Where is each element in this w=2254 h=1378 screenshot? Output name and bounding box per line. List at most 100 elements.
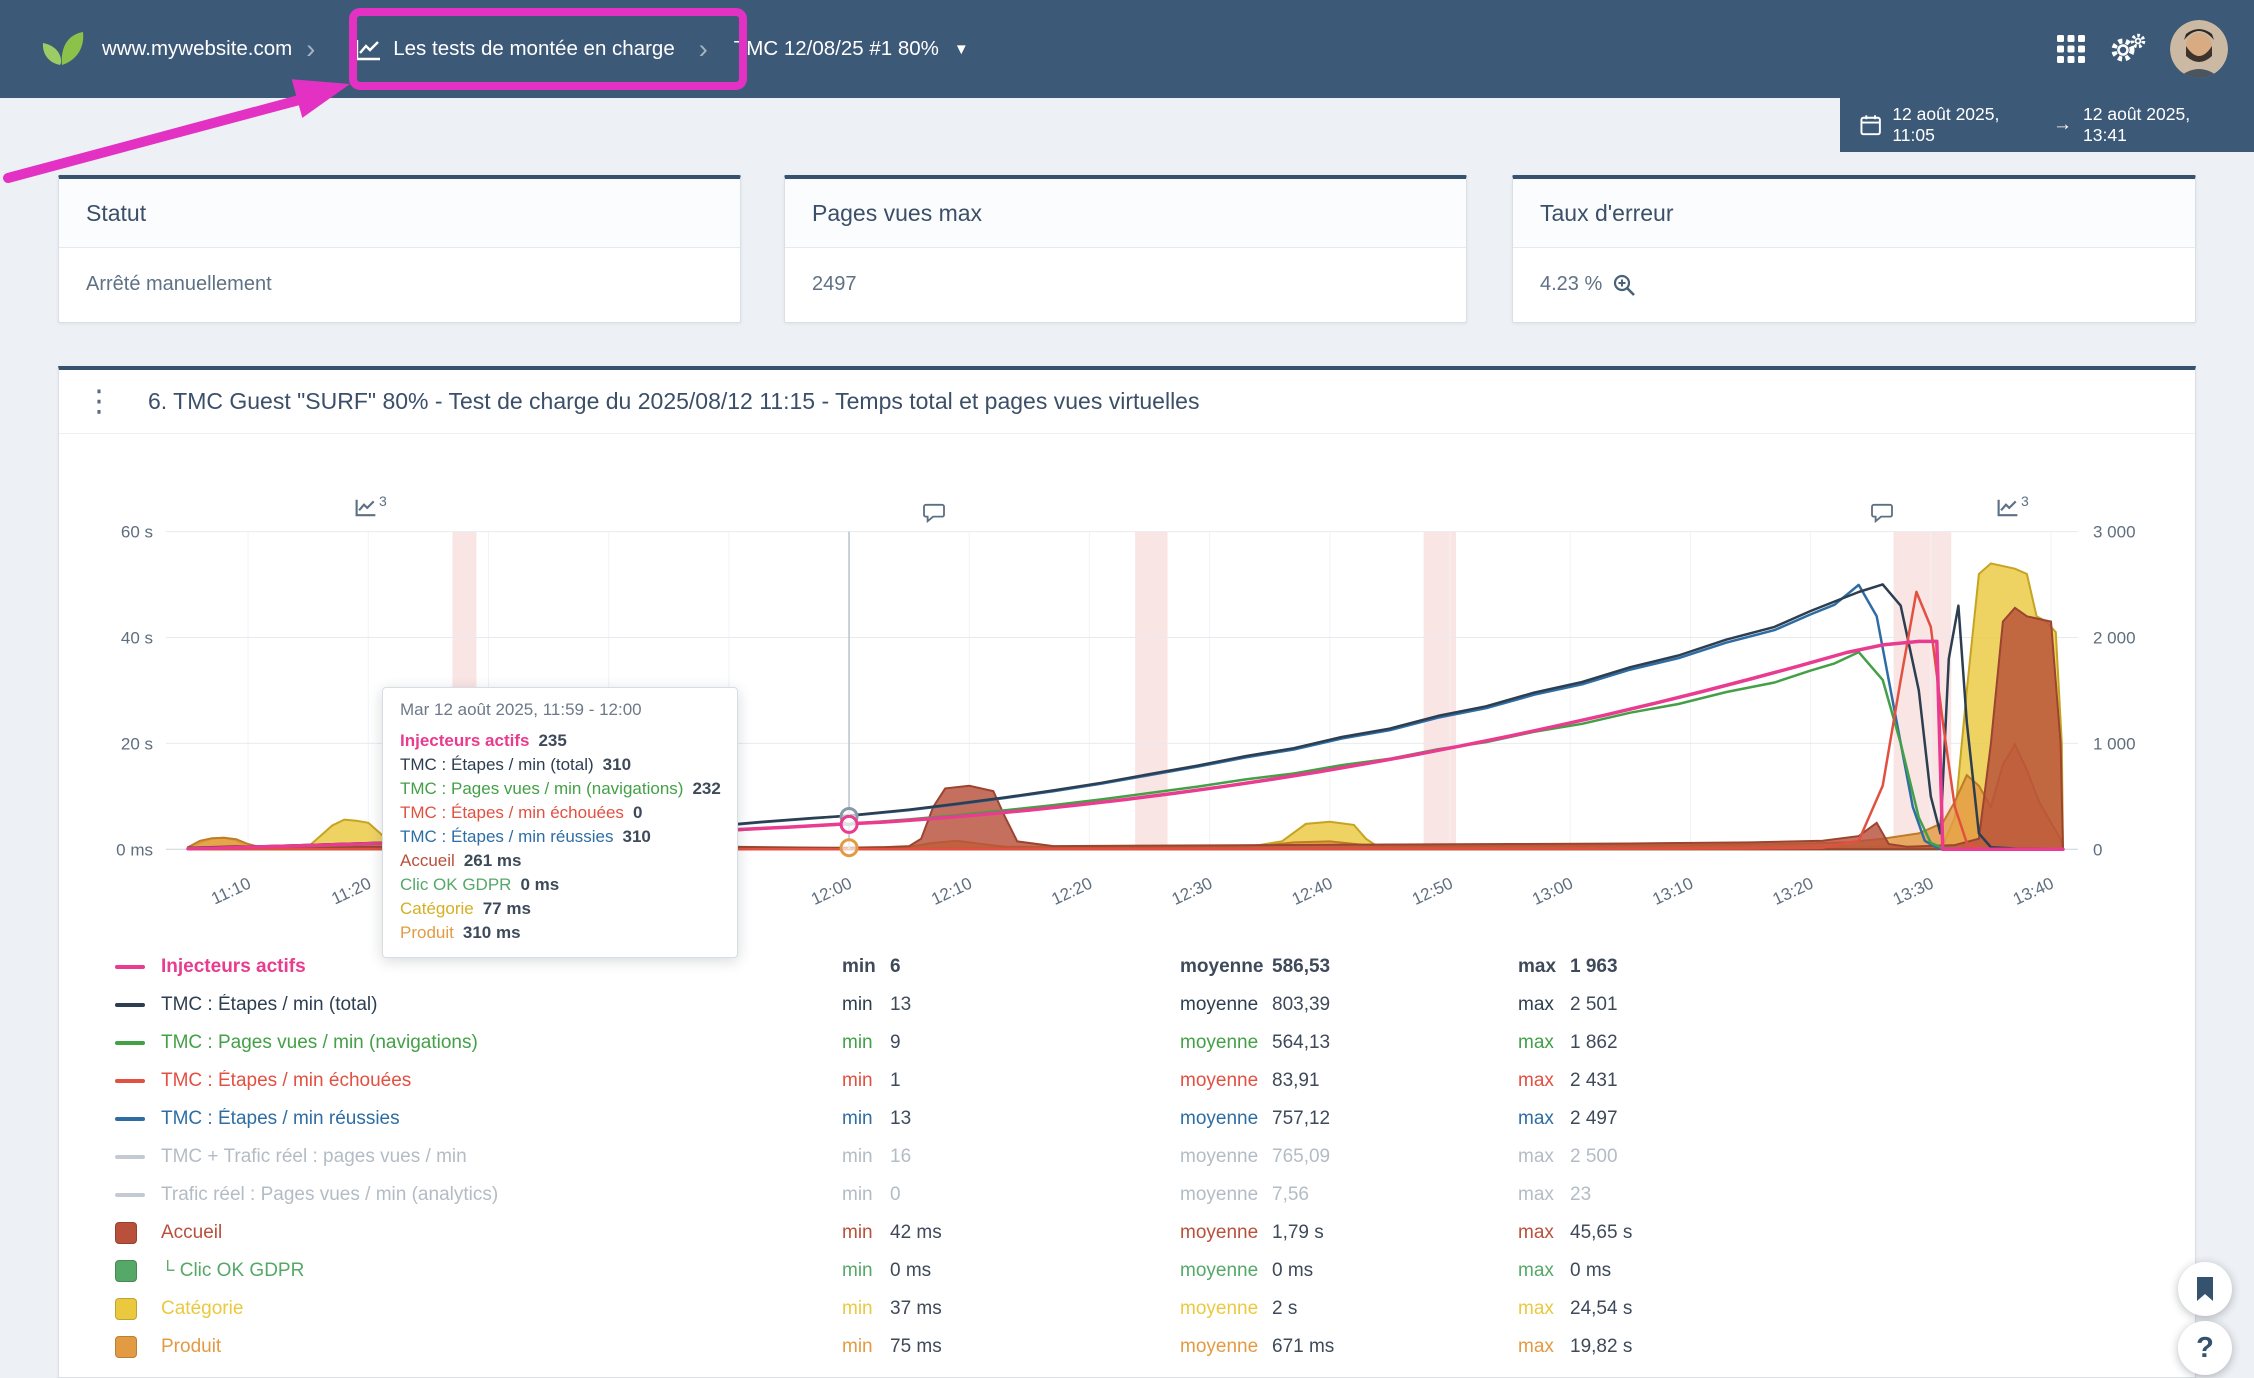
x-axis-label: 13:10 — [1650, 874, 1697, 909]
help-button[interactable]: ? — [2178, 1321, 2232, 1375]
series-label: TMC : Étapes / min (total) — [161, 994, 378, 1015]
stat-moyenne: moyenne 803,39 — [1180, 994, 1331, 1015]
x-axis-label: 13:20 — [1770, 874, 1817, 909]
y-axis-label-right: 3 000 — [2093, 523, 2136, 542]
tooltip-row: Injecteurs actifs 235 — [400, 729, 720, 753]
help-label: ? — [2196, 1331, 2214, 1364]
stat-max: max 1 963 — [1518, 956, 1618, 977]
legend-row[interactable]: TMC : Étapes / min réussies min 13 moyenne 7… — [59, 1100, 2195, 1138]
annotation-comment-marker[interactable] — [923, 503, 945, 523]
legend-row[interactable]: Catégorie min 37 ms moyenne 2 s max 24,54 s — [59, 1290, 2195, 1328]
calendar-icon — [1860, 115, 1881, 136]
legend-row[interactable]: TMC : Étapes / min (total) min 13 moyenne 80… — [59, 986, 2195, 1024]
nav-item-load-tests[interactable]: Les tests de montée en charge — [345, 23, 685, 75]
breadcrumb-site[interactable]: www.mywebsite.com — [102, 37, 293, 60]
hover-marker — [839, 838, 859, 858]
x-axis-label: 12:30 — [1169, 874, 1216, 909]
stat-min: min 13 — [842, 1108, 912, 1129]
series-swatch — [115, 1079, 145, 1083]
tooltip-row: TMC : Étapes / min échouées 0 — [400, 801, 720, 825]
stat-moyenne: moyenne 1,79 s — [1180, 1222, 1324, 1243]
series-label: Injecteurs actifs — [161, 956, 306, 977]
series-legend: Injecteurs actifs min 6 moyenne 586,53 max 1 9… — [59, 948, 2195, 1366]
legend-row[interactable]: TMC + Trafic réel : pages vues / min min 1… — [59, 1138, 2195, 1176]
stat-moyenne: moyenne 7,56 — [1180, 1184, 1309, 1205]
user-avatar[interactable] — [2170, 20, 2228, 78]
nav-item-label: Les tests de montée en charge — [393, 37, 675, 60]
stat-min: min 42 ms — [842, 1222, 942, 1243]
y-axis-label-left: 0 ms — [116, 840, 153, 859]
annotation-chart-marker[interactable]: 3 — [355, 493, 387, 517]
tooltip-series-label: Clic OK GDPR — [400, 875, 512, 894]
legend-row[interactable]: TMC : Étapes / min échouées min 1 moyenne 83… — [59, 1062, 2195, 1100]
tooltip-series-value: 261 ms — [463, 851, 522, 870]
chart-tooltip: Mar 12 août 2025, 11:59 - 12:00 Injecteu… — [382, 687, 738, 958]
stat-min: min 1 — [842, 1070, 901, 1091]
bookmark-icon — [2197, 1277, 2213, 1301]
annotation-comment-marker[interactable] — [1871, 503, 1893, 523]
y-axis-label-left: 40 s — [121, 629, 153, 648]
tooltip-series-value: 235 — [538, 731, 567, 750]
series-swatch — [115, 1155, 145, 1159]
annotation-arrow — [3, 94, 308, 183]
series-label: TMC : Étapes / min échouées — [161, 1070, 412, 1091]
annotation-chart-marker[interactable]: 3 — [1997, 493, 2029, 517]
load-test-chart[interactable]: 11:1011:2011:3011:4011:5012:0012:1012:20… — [59, 460, 2197, 940]
series-label: TMC : Étapes / min réussies — [161, 1108, 400, 1129]
tooltip-header: Mar 12 août 2025, 11:59 - 12:00 — [400, 700, 642, 719]
stat-moyenne: moyenne 83,91 — [1180, 1070, 1320, 1091]
date-end: 12 août 2025, 13:41 — [2083, 104, 2191, 145]
series-label: Trafic réel : Pages vues / min (analytic… — [161, 1184, 499, 1205]
x-axis-label: 12:10 — [928, 874, 975, 909]
tooltip-series-value: 0 ms — [520, 875, 560, 894]
bookmark-button[interactable] — [2178, 1262, 2232, 1316]
legend-row[interactable]: Accueil min 42 ms moyenne 1,79 s max 45,65 s — [59, 1214, 2195, 1252]
stat-max: max 0 ms — [1518, 1260, 1612, 1281]
stat-moyenne: moyenne 757,12 — [1180, 1108, 1331, 1129]
series-label: TMC : Pages vues / min (navigations) — [161, 1032, 478, 1053]
zoom-in-icon[interactable] — [1612, 273, 1636, 297]
card-title: Pages vues max — [785, 179, 1466, 248]
tooltip-row: TMC : Pages vues / min (navigations) 232 — [400, 777, 721, 801]
legend-row[interactable]: Produit min 75 ms moyenne 671 ms max 19,82 s — [59, 1328, 2195, 1366]
card-pages-vues-max: Pages vues max 2497 — [784, 175, 1467, 323]
legend-row[interactable]: Trafic réel : Pages vues / min (analytic… — [59, 1176, 2195, 1214]
hover-marker — [839, 814, 859, 834]
app-logo[interactable] — [38, 25, 86, 73]
tooltip-series-label: Produit — [400, 923, 454, 942]
legend-row[interactable]: Injecteurs actifs min 6 moyenne 586,53 max 1 9… — [59, 948, 2195, 986]
stat-max: max 45,65 s — [1518, 1222, 1633, 1243]
stat-moyenne: moyenne 671 ms — [1180, 1336, 1335, 1357]
arrow-right-icon: → — [2053, 114, 2073, 135]
stat-moyenne: moyenne 586,53 — [1180, 956, 1331, 977]
date-range-picker[interactable]: 12 août 2025, 11:05 → 12 août 2025, 13:4… — [1840, 98, 2254, 152]
speech-bubble-icon — [923, 503, 945, 523]
card-title: Statut — [59, 179, 740, 248]
x-axis-label: 13:30 — [1890, 874, 1937, 909]
settings-gears-icon[interactable] — [2110, 33, 2146, 65]
stat-min: min 9 — [842, 1032, 901, 1053]
series-swatch — [115, 1298, 137, 1320]
panel-title: 6. TMC Guest "SURF" 80% - Test de charge… — [148, 388, 1200, 414]
series-label: Accueil — [161, 1222, 223, 1243]
panel-menu-kebab-icon[interactable]: ⋮ — [84, 384, 114, 418]
tooltip-series-value: 310 ms — [462, 923, 521, 942]
series-swatch — [115, 1222, 137, 1244]
series-swatch — [115, 1193, 145, 1197]
legend-row[interactable]: └ Clic OK GDPR min 0 ms moyenne 0 ms max 0 ms — [59, 1252, 2195, 1290]
chart-line-icon — [355, 499, 376, 517]
annotation-count: 3 — [2021, 493, 2029, 509]
card-title: Taux d'erreur — [1513, 179, 2195, 248]
run-selector[interactable]: TMC 12/08/25 #1 80% ▼ — [734, 37, 969, 61]
speech-bubble-icon — [1871, 503, 1893, 523]
tooltip-row: TMC : Étapes / min (total) 310 — [400, 753, 720, 777]
y-axis-label-right: 0 — [2093, 840, 2102, 859]
apps-grid-icon[interactable] — [2056, 34, 2086, 64]
stat-moyenne: moyenne 2 s — [1180, 1298, 1298, 1319]
tooltip-series-label: Accueil — [400, 851, 455, 870]
tooltip-series-label: Injecteurs actifs — [400, 731, 530, 750]
y-axis-label-left: 20 s — [121, 734, 153, 753]
chevron-right-icon: › — [306, 33, 316, 64]
legend-row[interactable]: TMC : Pages vues / min (navigations) min 9… — [59, 1024, 2195, 1062]
series-label: └ Clic OK GDPR — [161, 1260, 305, 1281]
